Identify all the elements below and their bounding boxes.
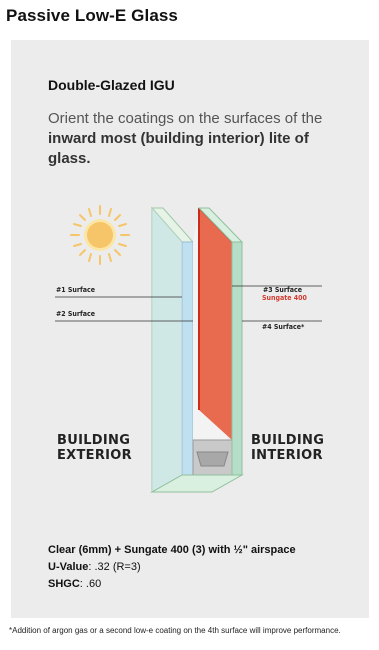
page-title: Passive Low-E Glass bbox=[6, 6, 178, 25]
sun-icon bbox=[70, 205, 130, 265]
spec-shgc: SHGC: .60 bbox=[48, 578, 102, 590]
inner-glass-lite bbox=[150, 207, 244, 493]
panel-title: Double-Glazed IGU bbox=[48, 77, 175, 93]
spec-u-value: U-Value: .32 (R=3) bbox=[48, 561, 141, 573]
intro-text-plain: Orient the coatings on the surfaces of t… bbox=[48, 110, 323, 127]
spacer-icon bbox=[192, 439, 233, 476]
surface4-label: #4 Surface* bbox=[262, 323, 305, 331]
intro-text: Orient the coatings on the surfaces of t… bbox=[48, 109, 348, 169]
coating-label: Sungate 400 bbox=[262, 294, 307, 302]
footnote: *Addition of argon gas or a second low-e… bbox=[9, 626, 341, 635]
specs-block: Clear (6mm) + Sungate 400 (3) with ½" ai… bbox=[48, 542, 296, 593]
exterior-label-line2: EXTERIOR bbox=[57, 448, 132, 463]
airspace bbox=[193, 207, 233, 475]
surface2-label: #2 Surface bbox=[56, 310, 95, 318]
intro-text-bold: inward most (building interior) lite of … bbox=[48, 130, 309, 167]
surface3-label: #3 Surface bbox=[263, 286, 302, 294]
interior-label-line2: INTERIOR bbox=[251, 448, 323, 463]
outer-glass-lite bbox=[150, 206, 195, 493]
interior-label: BUILDING INTERIOR bbox=[251, 433, 324, 463]
exterior-label: BUILDING EXTERIOR bbox=[57, 433, 132, 463]
interior-label-line1: BUILDING bbox=[251, 433, 325, 448]
exterior-label-line1: BUILDING bbox=[57, 433, 131, 448]
spec-configuration: Clear (6mm) + Sungate 400 (3) with ½" ai… bbox=[48, 544, 296, 556]
surface1-label: #1 Surface bbox=[56, 286, 95, 294]
